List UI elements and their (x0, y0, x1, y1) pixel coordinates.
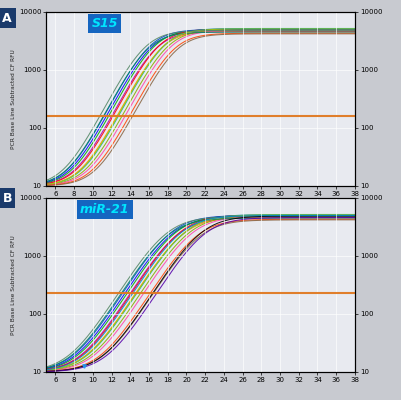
Text: B: B (2, 192, 12, 204)
Y-axis label: PCR Base Line Subtracted CF RFU: PCR Base Line Subtracted CF RFU (11, 235, 16, 335)
Text: A: A (2, 12, 12, 24)
Text: miR-21: miR-21 (80, 203, 130, 216)
Y-axis label: PCR Base Line Subtracted CF RFU: PCR Base Line Subtracted CF RFU (11, 49, 16, 149)
Text: S15: S15 (91, 17, 118, 30)
